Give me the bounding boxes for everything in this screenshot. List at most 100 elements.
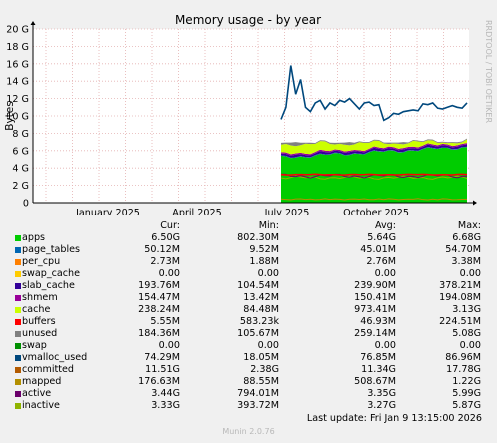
stacked-areas [281,138,467,203]
x-tick-label: July 2025 [264,208,310,215]
legend-cur-value: 176.63M [138,376,180,387]
legend-series-name: shmem [22,292,58,303]
y-tick-label: 6 G [12,146,29,157]
legend-cur-value: 193.76M [138,280,180,291]
legend-swatch [15,367,21,373]
legend-min-value: 802.30M [237,232,279,243]
legend-avg-value: 76.85M [360,352,396,363]
legend-swatch [15,235,21,241]
legend-row: apps 6.50G 802.30M 5.64G 6.68G [0,232,497,244]
legend-swatch [15,355,21,361]
legend-row: slab_cache 193.76M 104.54M 239.90M 378.21M [0,280,497,292]
legend-max-value: 3.38M [451,256,481,267]
legend-series-name: swap [22,340,47,351]
legend-max-value: 86.96M [445,352,481,363]
legend-avg-value: 11.34G [361,364,396,375]
legend-avg-value: 46.93M [360,316,396,327]
legend-row: committed 11.51G 2.38G 11.34G 17.78G [0,364,497,376]
legend-series-name: active [22,388,52,399]
munin-footer: Munin 2.0.76 [222,427,275,436]
legend-row: active 3.44G 794.01M 3.35G 5.99G [0,388,497,400]
x-tick-labels: January 2025 April 2025 July 2025 October 2… [75,208,409,215]
legend-avg-value: 0.00 [374,340,396,351]
legend-cur-value: 6.50G [151,232,180,243]
chart-title: Memory usage - by year [175,13,321,27]
legend-series-name: committed [22,364,75,375]
legend-row: per_cpu 2.73M 1.88M 2.76M 3.38M [0,256,497,268]
legend-min-value: 0.00 [257,268,279,279]
y-tick-label: 14 G [6,77,29,88]
legend-swatch [15,379,21,385]
legend-cur-value: 2.73M [150,256,180,267]
legend-min-value: 13.42M [243,292,279,303]
legend-swatch [15,295,21,301]
legend-cur-value: 50.12M [144,244,180,255]
legend-swatch [15,343,21,349]
legend-swatch [15,283,21,289]
legend-swatch [15,247,21,253]
legend-row: swap_cache 0.00 0.00 0.00 0.00 [0,268,497,280]
legend-max-value: 1.22G [452,376,481,387]
legend-min-value: 18.05M [243,352,279,363]
legend-cur-value: 74.29M [144,352,180,363]
x-tick-label: January 2025 [75,208,140,215]
legend-min-value: 583.23k [239,316,279,327]
legend-series-name: cache [22,304,51,315]
legend-max-value: 194.08M [439,292,481,303]
legend-min-value: 105.67M [237,328,279,339]
legend-series-name: per_cpu [22,256,61,267]
y-tick-label: 20 G [6,25,29,36]
legend-header-avg: Avg: [374,220,396,231]
y-tick-label: 2 G [12,181,29,192]
legend-avg-value: 259.14M [354,328,396,339]
legend-min-value: 84.48M [243,304,279,315]
x-tick-label: April 2025 [172,208,221,215]
legend-cur-value: 5.55M [150,316,180,327]
legend-series-name: inactive [22,400,60,411]
legend-header-max: Max: [457,220,481,231]
legend-cur-value: 184.36M [138,328,180,339]
legend-swatch [15,271,21,277]
area-page_tables [281,146,467,159]
y-axis-label: Bytes [4,101,16,130]
legend-series-name: swap_cache [22,268,81,279]
legend-avg-value: 45.01M [360,244,396,255]
y-tick-labels: 0 2 G 4 G 6 G 8 G 10 G 12 G 14 G 16 G 18 G 20 G [6,25,29,210]
y-tick-label: 4 G [12,164,29,175]
series-lines [280,65,468,201]
legend-min-value: 1.88M [249,256,279,267]
legend-cur-value: 154.47M [138,292,180,303]
legend-avg-value: 0.00 [374,268,396,279]
legend-cur-value: 0.00 [158,340,180,351]
y-tick-label: 16 G [6,59,29,70]
legend-cur-value: 11.51G [145,364,180,375]
legend-avg-value: 5.64G [367,232,396,243]
legend-avg-value: 150.41M [354,292,396,303]
legend-min-value: 794.01M [237,388,279,399]
legend-row: swap 0.00 0.00 0.00 0.00 [0,340,497,352]
legend-row: unused 184.36M 105.67M 259.14M 5.08G [0,328,497,340]
legend-row: mapped 176.63M 88.55M 508.67M 1.22G [0,376,497,388]
legend-row: inactive 3.33G 393.72M 3.27G 5.87G [0,400,497,412]
legend-series-name: mapped [22,376,62,387]
x-tick-label: October 2025 [343,208,409,215]
legend-table: Cur: Min: Avg: Max: apps 6.50G 802.30M 5.64… [0,220,497,412]
legend-cur-value: 3.44G [151,388,180,399]
legend-series-name: vmalloc_used [22,352,88,363]
legend-avg-value: 2.76M [366,256,396,267]
legend-avg-value: 973.41M [354,304,396,315]
legend-row: shmem 154.47M 13.42M 150.41M 194.08M [0,292,497,304]
line-committed [280,65,468,122]
legend-swatch [15,307,21,313]
legend-row: vmalloc_used 74.29M 18.05M 76.85M 86.96M [0,352,497,364]
legend-min-value: 9.52M [249,244,279,255]
legend-max-value: 224.51M [439,316,481,327]
legend-cur-value: 0.00 [158,268,180,279]
legend-min-value: 0.00 [257,340,279,351]
axes [30,21,477,206]
legend-swatch [15,403,21,409]
legend-header-min: Min: [258,220,279,231]
legend-max-value: 3.13G [452,304,481,315]
legend-row: cache 238.24M 84.48M 973.41M 3.13G [0,304,497,316]
line-buffers [280,173,468,176]
